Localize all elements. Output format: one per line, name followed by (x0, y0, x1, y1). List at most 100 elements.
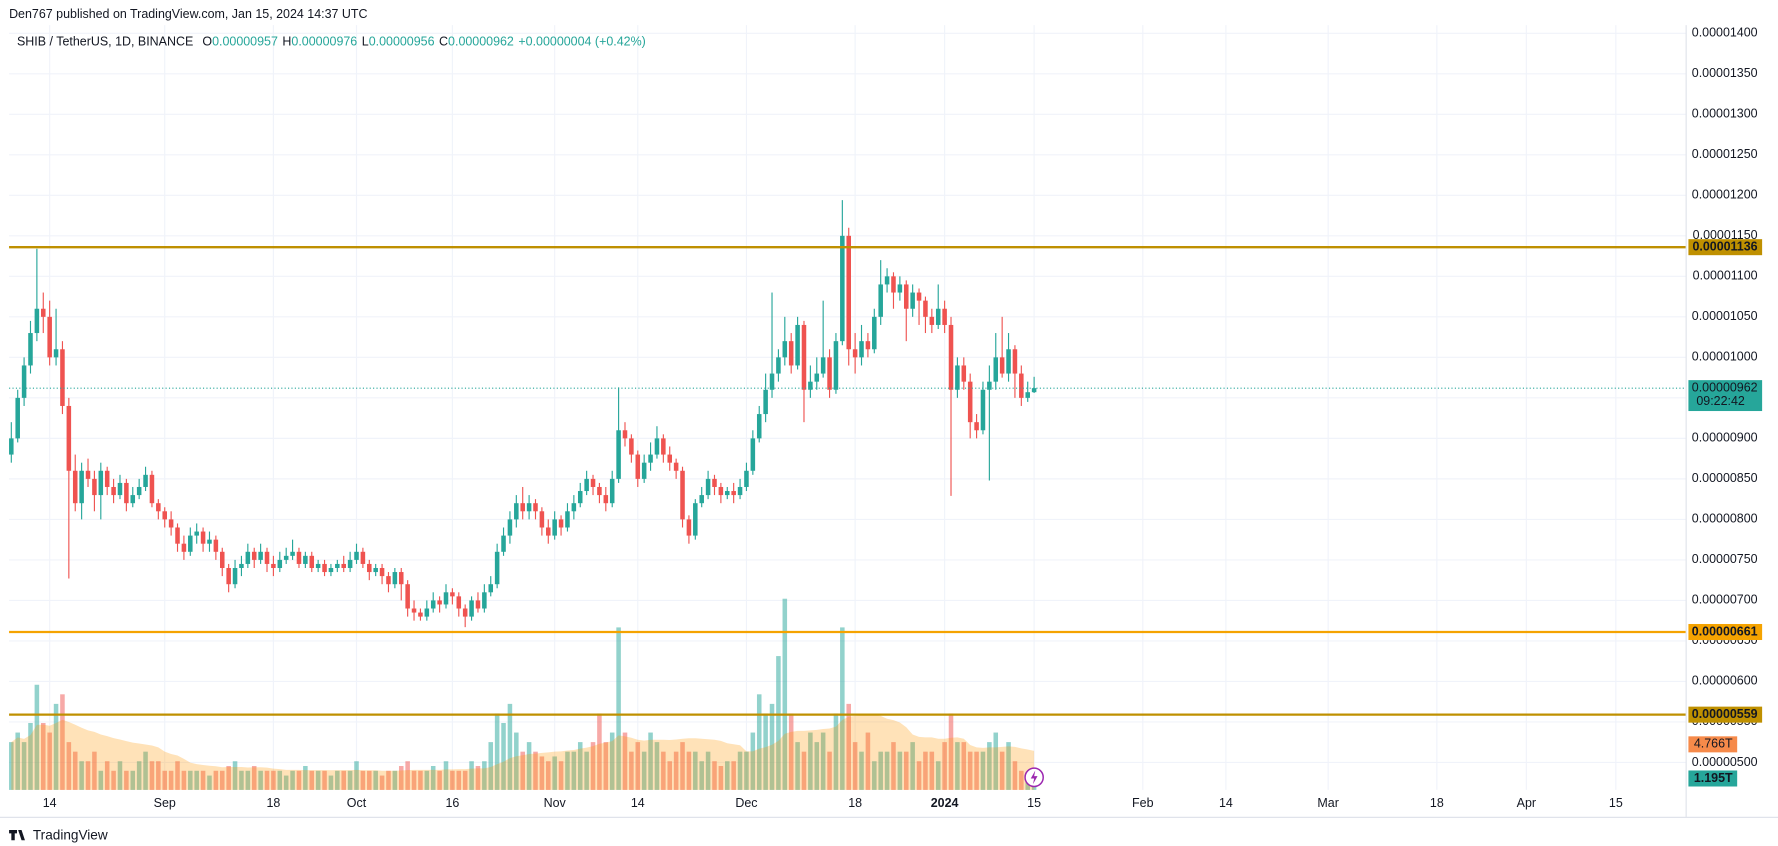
candle-body (1025, 392, 1030, 398)
y-tick-label: 0.00000750 (1692, 552, 1758, 566)
candle-body (367, 563, 372, 573)
volume-bar (641, 751, 647, 790)
volume-bar (251, 766, 257, 790)
candle-body (961, 365, 967, 382)
volume-bar (392, 770, 398, 790)
volume-bar (929, 751, 935, 790)
volume-bar (820, 732, 826, 790)
y-tick-label: 0.00001350 (1692, 66, 1758, 80)
candle-body (322, 563, 327, 573)
ohlc-name: H (282, 35, 291, 49)
volume-bar (245, 770, 251, 790)
candle-body (654, 438, 660, 455)
volume-bar (469, 761, 474, 790)
y-tick-label: 0.00000800 (1692, 512, 1758, 526)
candle-body (712, 478, 717, 487)
volume-bar (897, 751, 903, 790)
volume-bar (328, 775, 334, 790)
volume-bar (597, 713, 602, 790)
volume-bar (34, 684, 40, 790)
volume-last-label: 1.195T (1694, 771, 1733, 785)
x-tick-label: Oct (347, 796, 367, 810)
candle-body (379, 567, 385, 577)
countdown: 09:22:42 (1696, 394, 1745, 408)
candle-body (520, 503, 525, 512)
x-tick-label: 18 (848, 796, 862, 810)
x-tick-label: 14 (43, 796, 57, 810)
volume-bar (162, 770, 167, 790)
volume-bar (616, 627, 621, 790)
volume-bar (776, 656, 781, 790)
volume-bar (980, 751, 986, 790)
y-tick-label: 0.00001300 (1692, 107, 1758, 121)
candle-body (859, 341, 864, 358)
volume-bar (935, 761, 941, 790)
volume-bar (999, 751, 1005, 790)
volume-bar (782, 598, 788, 790)
candle-body (878, 284, 883, 317)
candle-body (501, 535, 506, 552)
y-tick-label: 0.00001200 (1692, 188, 1758, 202)
volume-bar (846, 703, 851, 790)
candle-body (840, 235, 845, 342)
candle-body (424, 608, 430, 617)
candle-body (923, 300, 928, 317)
candle-body (21, 365, 27, 398)
volume-bar (737, 751, 743, 790)
volume-bar (354, 761, 359, 790)
candle-body (1012, 349, 1018, 374)
candle-body (590, 478, 596, 487)
candle-body (136, 486, 142, 496)
candle-body (916, 292, 922, 301)
candle-body (124, 482, 129, 504)
candle-body (34, 308, 40, 334)
candle-body (360, 551, 366, 564)
candle-body (852, 349, 858, 358)
candle-body (514, 503, 519, 520)
candle-body (584, 478, 589, 492)
volume-bar (488, 742, 494, 790)
candle-body (168, 519, 174, 528)
y-tick-label: 0.00001150 (1693, 228, 1758, 242)
candle-body (226, 567, 231, 585)
volume-bar (878, 751, 883, 790)
candle-body (488, 584, 494, 593)
candle-body (309, 555, 315, 568)
volume-bar (987, 742, 992, 790)
candle-body (264, 551, 270, 564)
candle-body (558, 519, 564, 528)
candle-body (60, 349, 65, 406)
volume-bar (923, 751, 928, 790)
candle-body (827, 357, 832, 390)
volume-bar (111, 770, 116, 790)
volume-bar (833, 713, 839, 790)
candle-body (526, 503, 532, 512)
y-tick-label: 0.00001000 (1692, 350, 1758, 364)
candle-body (603, 495, 609, 504)
candle-body (219, 551, 225, 568)
volume-bar (756, 694, 762, 790)
volume-bar (456, 770, 462, 790)
candle-body (79, 470, 84, 504)
volume-bar (546, 761, 551, 790)
x-tick-label: Mar (1317, 796, 1338, 810)
candle-body (194, 531, 199, 536)
volume-bar (718, 766, 724, 790)
candle-body (814, 373, 820, 382)
volume-bar (322, 770, 327, 790)
volume-bar (258, 770, 263, 790)
candle-body (328, 567, 334, 573)
candle-body (277, 559, 283, 568)
volume-ma-area (11, 714, 1035, 790)
candle-body (341, 563, 346, 568)
volume-bar (967, 751, 973, 790)
volume-bar (309, 770, 315, 790)
candle-body (232, 567, 238, 585)
volume-bar (85, 761, 91, 790)
x-tick-label: 2024 (931, 796, 959, 810)
candle-body (200, 531, 206, 544)
volume-bar (494, 713, 500, 790)
volume-bar (104, 761, 110, 790)
volume-bar (296, 770, 302, 790)
candle-body (245, 551, 251, 564)
